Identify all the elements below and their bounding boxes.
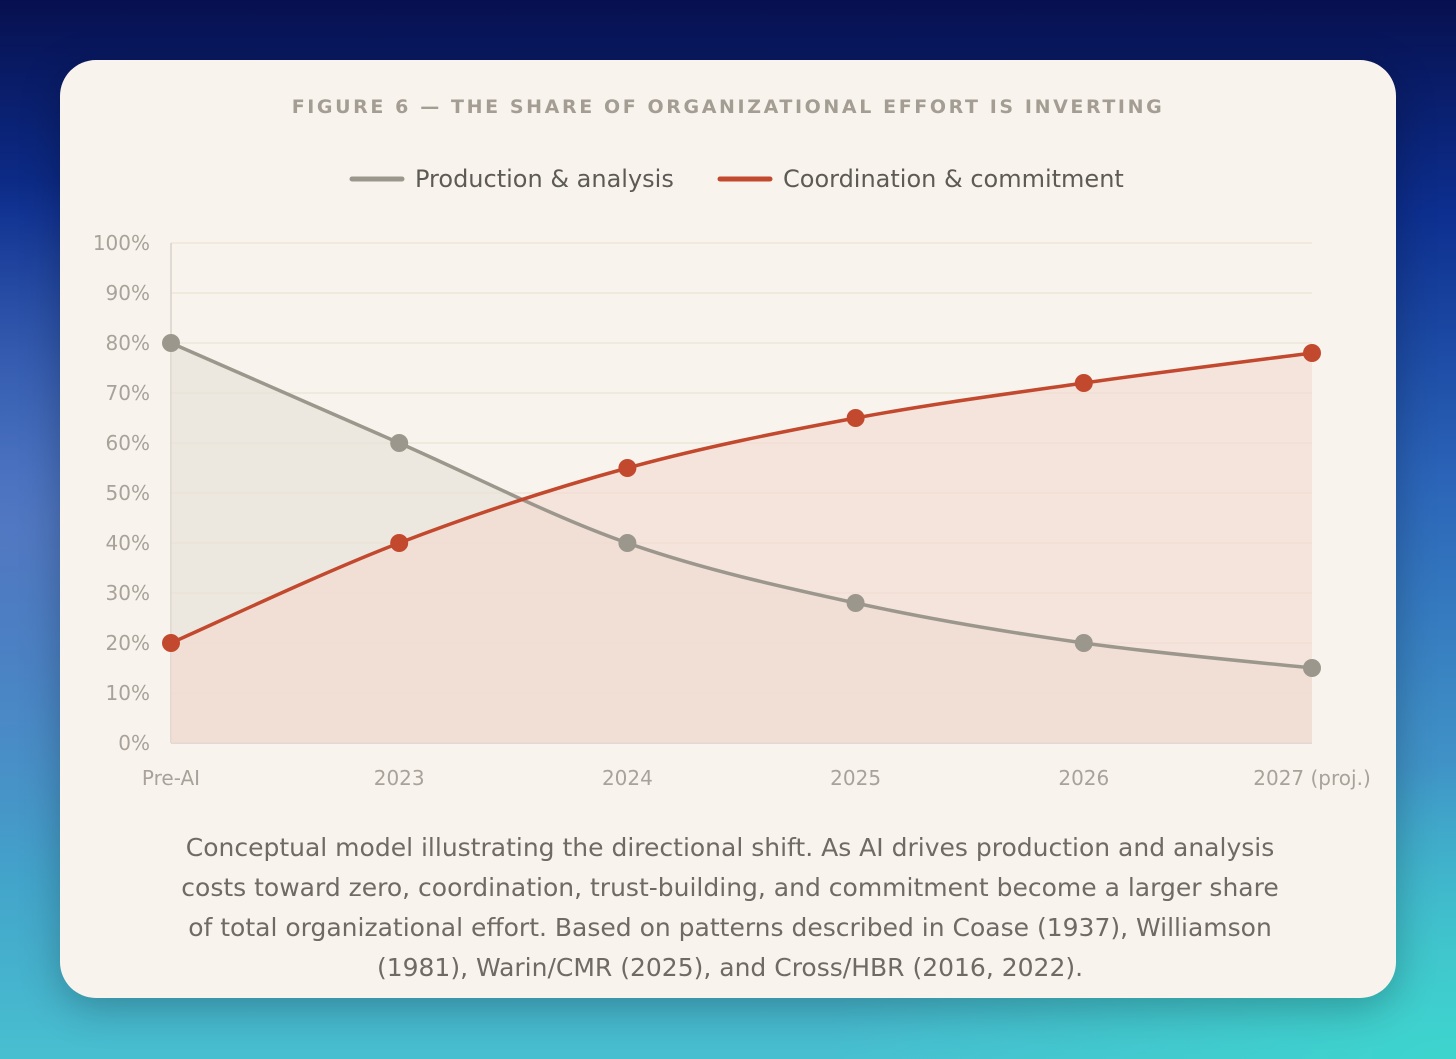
- x-tick-label: 2026: [1058, 766, 1109, 790]
- data-point: [846, 409, 865, 427]
- chart-points: [162, 334, 1321, 677]
- legend-label: Coordination & commitment: [783, 165, 1124, 193]
- data-point: [846, 594, 865, 612]
- x-tick-label: Pre-AI: [142, 766, 200, 790]
- figure-title: FIGURE 6 — THE SHARE OF ORGANIZATIONAL E…: [291, 96, 1165, 118]
- data-point: [390, 534, 409, 552]
- data-point: [618, 534, 637, 552]
- data-point: [1074, 634, 1093, 652]
- y-tick-label: 80%: [106, 331, 150, 355]
- data-point: [618, 459, 637, 477]
- chart-lines: [169, 341, 1314, 670]
- x-tick-label: 2023: [374, 766, 425, 790]
- data-point: [162, 634, 180, 652]
- data-point: [390, 434, 409, 452]
- series-area: [171, 353, 1312, 743]
- x-tick-label: 2025: [830, 766, 881, 790]
- y-tick-label: 60%: [106, 431, 150, 455]
- figure-caption: Conceptual model illustrating the direct…: [181, 833, 1279, 982]
- legend-label: Production & analysis: [415, 165, 674, 193]
- series-line: [169, 341, 1314, 670]
- data-point: [162, 334, 180, 352]
- y-tick-label: 50%: [106, 481, 150, 505]
- x-tick-label: 2024: [602, 766, 653, 790]
- y-tick-label: 30%: [106, 581, 150, 605]
- data-point: [1303, 344, 1321, 362]
- data-point: [1303, 659, 1321, 677]
- y-tick-label: 10%: [106, 681, 150, 705]
- y-tick-label: 70%: [106, 381, 150, 405]
- y-tick-label: 20%: [106, 631, 150, 655]
- y-tick-label: 40%: [106, 531, 150, 555]
- y-tick-label: 0%: [118, 731, 150, 755]
- x-tick-label: 2027 (proj.): [1253, 766, 1371, 790]
- chart-areas: [171, 343, 1312, 743]
- x-axis-ticks: Pre-AI 2023 2024 2025 2026 2027 (proj.): [142, 766, 1371, 790]
- y-tick-label: 100%: [93, 231, 150, 255]
- y-tick-label: 90%: [106, 281, 150, 305]
- chart-legend: Production & analysis Coordination & comm…: [349, 165, 1124, 193]
- series-line: [169, 351, 1314, 645]
- data-point: [1074, 374, 1093, 392]
- y-axis-ticks: 0% 10% 20% 30% 40% 50% 60% 70% 80% 90% 100%: [93, 231, 150, 755]
